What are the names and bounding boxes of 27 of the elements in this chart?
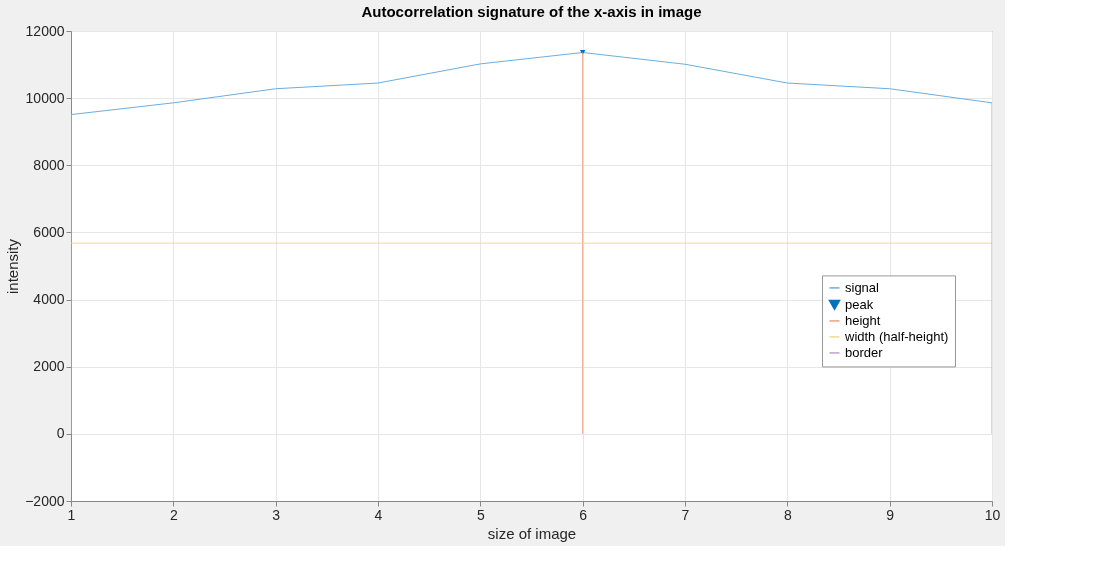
- x-tick-label: 1: [67, 506, 76, 523]
- line-series: [71, 51, 992, 116]
- y-tick-label: 10000: [25, 89, 65, 106]
- y-tick-label: 0: [56, 425, 65, 442]
- x-tick-label: 9: [886, 506, 895, 523]
- x-tick-label: 2: [169, 506, 178, 523]
- legend-label: border: [845, 344, 884, 360]
- x-tick-label: 4: [374, 506, 383, 523]
- x-tick-label: 3: [272, 506, 281, 523]
- y-tick-label: 8000: [33, 156, 65, 173]
- chart-title: Autocorrelation signature of the x-axis in image: [361, 3, 702, 20]
- x-tick-label: 8: [783, 506, 792, 523]
- legend-label: width (half-height): [844, 328, 949, 344]
- x-tick-label: 7: [681, 506, 690, 523]
- legend-label: height: [845, 312, 881, 328]
- y-tick-label: 12000: [25, 22, 65, 39]
- x-tick-label: 5: [476, 506, 485, 523]
- y-tick-label: 4000: [33, 291, 65, 308]
- legend-label: peak: [845, 296, 874, 312]
- y-tick-label: 2000: [33, 358, 65, 375]
- x-axis-title: size of image: [487, 524, 577, 542]
- y-tick-label: −2000: [25, 492, 65, 509]
- legend-label: signal: [845, 279, 880, 295]
- y-axis-title: intensity: [4, 238, 22, 295]
- x-tick-label: 10: [984, 506, 1001, 523]
- y-tick-label: 6000: [33, 223, 65, 240]
- x-tick-label: 6: [579, 506, 588, 523]
